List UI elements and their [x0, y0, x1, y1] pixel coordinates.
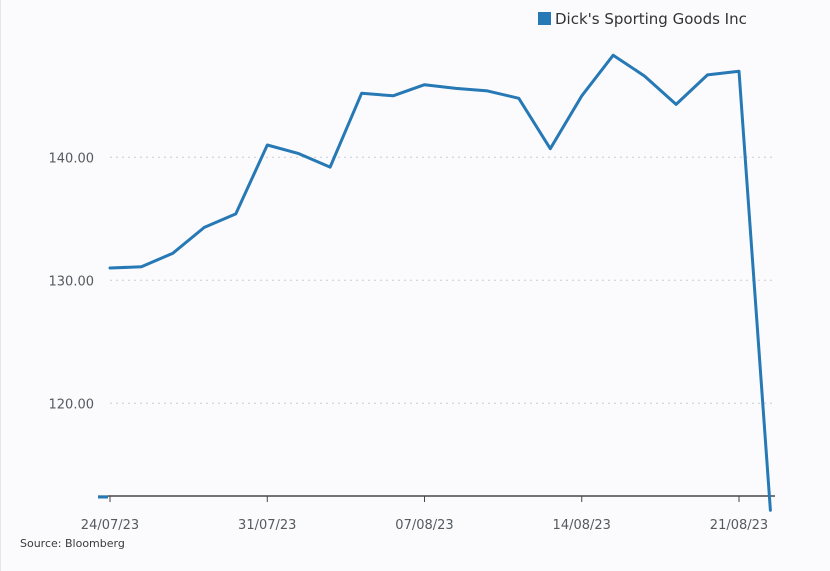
y-tick-label: 140.00	[49, 151, 95, 166]
x-axis-ticks: 24/07/23 31/07/23 07/08/23 14/08/23 21/08/23	[81, 496, 768, 533]
y-tick-label: 120.00	[49, 397, 95, 412]
x-tick-label: 24/07/23	[81, 518, 139, 533]
legend-swatch	[538, 12, 551, 25]
series-line	[108, 53, 772, 512]
x-tick-label: 07/08/23	[395, 518, 453, 533]
x-tick-label: 14/08/23	[553, 518, 611, 533]
x-tick-label: 31/07/23	[238, 518, 296, 533]
legend-label: Dick's Sporting Goods Inc	[555, 10, 747, 28]
legend: Dick's Sporting Goods Inc	[538, 10, 747, 28]
source-note: Source: Bloomberg	[20, 537, 125, 550]
gridlines	[110, 156, 775, 404]
x-tick-label: 21/08/23	[710, 518, 768, 533]
y-tick-label: 130.00	[49, 274, 95, 289]
y-axis-ticks: 120.00 130.00 140.00	[49, 151, 95, 412]
series-layer	[98, 53, 772, 512]
